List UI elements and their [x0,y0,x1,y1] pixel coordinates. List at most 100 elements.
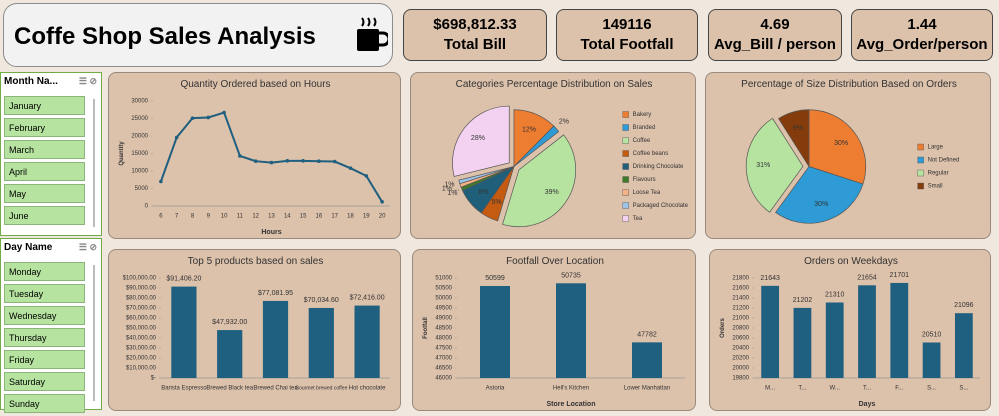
value-label: 21310 [825,292,845,299]
slicer-item[interactable]: April [4,162,85,181]
legend-swatch [622,202,629,209]
x-tick-label: 16 [316,214,323,220]
slicer-icons[interactable]: ☰ ⊘ [78,76,97,86]
y-tick-label: 15000 [131,151,148,157]
legend-label: Large [928,145,944,151]
legend-label: Small [928,184,943,190]
slice-label: 1% [444,182,454,189]
slicer-item[interactable]: Monday [4,262,85,281]
y-axis-title: Orders [720,318,726,338]
header: Coffe Shop Sales Analysis [3,3,393,67]
legend-label: Coffee [633,138,651,144]
legend-swatch [622,215,629,222]
kpi-value: 4.69 [760,16,790,33]
value-label: $47,932.00 [212,319,247,326]
legend-label: Coffee beans [633,151,669,157]
y-tick-label: 50500 [435,286,452,292]
slice-label: 8% [478,189,488,196]
kpi-value: $698,812.33 [433,16,517,33]
x-tick-label: 6 [159,214,163,220]
chart-title: Orders on Weekdays [804,256,898,267]
y-tick-label: $30,000.00 [126,346,157,352]
x-tick-label: T... [798,386,806,392]
bar [217,330,243,378]
chart-panel: Percentage of Size Distribution Based on… [705,72,991,239]
bar [354,305,380,378]
scrollbar[interactable] [93,265,95,401]
kpi-label: Total Footfall [580,36,674,53]
slicer-item[interactable]: May [4,184,85,203]
x-tick-label: F... [895,386,903,392]
slicer-item[interactable]: June [4,206,85,225]
slice-label: 1% [447,190,457,197]
x-tick-label: 11 [237,214,244,220]
legend-label: Branded [633,125,656,131]
slicer-item[interactable]: Friday [4,350,85,369]
y-axis-title: Footfall [423,317,429,339]
chart-title: Percentage of Size Distribution Based on… [741,79,957,90]
slicer-icons[interactable]: ☰ ⊘ [78,242,97,252]
value-label: $70,034.60 [304,297,339,304]
y-tick-label: 50000 [435,296,452,302]
y-tick-label: $50,000.00 [126,326,157,332]
slicer-item[interactable]: February [4,118,85,137]
slicer-title: Day Name ☰ ⊘ [4,242,97,253]
scrollbar[interactable] [93,99,95,227]
slice-label: 30% [814,201,828,208]
y-tick-label: 51000 [435,276,452,282]
y-tick-label: 5000 [135,186,149,192]
y-tick-label: $40,000.00 [126,336,157,342]
chart: Top 5 products based on sales $- $10,000.0… [123,256,390,392]
value-label: 21701 [890,272,910,279]
slice-label: 5% [491,199,501,206]
x-tick-label: 20 [379,214,386,220]
line-series [159,111,383,203]
slicer-item[interactable]: Sunday [4,394,85,413]
value-label: $72,416.00 [350,295,385,302]
y-tick-label: 30000 [131,99,148,105]
x-tick-label: M... [765,386,775,392]
x-tick-label: S... [959,386,968,392]
y-tick-label: $90,000.00 [126,286,157,292]
legend-swatch [917,182,924,190]
y-tick-label: 10000 [131,169,148,175]
y-tick-label: 21000 [732,316,749,322]
slicer-item[interactable]: Saturday [4,372,85,391]
y-tick-label: 20000 [131,134,148,140]
kpi-label: Avg_Bill / person [714,36,836,53]
y-tick-label: 46500 [435,366,452,372]
bar [825,302,844,378]
line-point [222,110,226,115]
x-tick-label: 12 [252,214,259,220]
kpi-value: 149116 [602,16,652,33]
line-point [348,166,353,170]
x-tick-label: Astoria [486,386,505,392]
slicer: Day Name ☰ ⊘ Monday Tuesday Wednesday Thursda… [0,238,102,413]
legend-label: Flavours [633,177,656,183]
value-label: $77,081.95 [258,290,293,297]
bar [890,282,909,378]
chart-title: Top 5 products based on sales [188,256,324,267]
slicer-item[interactable]: Thursday [4,328,85,347]
kpi-card: $698,812.33 Total Bill [403,9,547,61]
slicer-item[interactable]: Tuesday [4,284,85,303]
pie-slice [745,117,804,213]
y-tick-label: 20200 [732,356,749,362]
dashboard-title: Coffe Shop Sales Analysis [14,23,316,50]
x-tick-label: Brewed Black tea [206,386,253,392]
x-tick-label: Lower Manhattan [624,386,670,392]
value-label: 50599 [485,275,505,282]
x-tick-label: Hot chocolate [349,386,386,392]
x-tick-label: 9 [207,214,211,220]
bar [171,286,197,378]
slicer-item[interactable]: January [4,96,85,115]
x-tick-label: 19 [363,214,370,220]
legend-label: Drinking Chocolate [633,164,684,170]
slicer-item[interactable]: March [4,140,85,159]
y-tick-label: 25000 [131,116,148,122]
value-label: 21654 [857,274,877,281]
y-tick-label: 20800 [732,326,749,332]
pie-slice [808,109,867,185]
slicer-item[interactable]: Wednesday [4,306,85,325]
